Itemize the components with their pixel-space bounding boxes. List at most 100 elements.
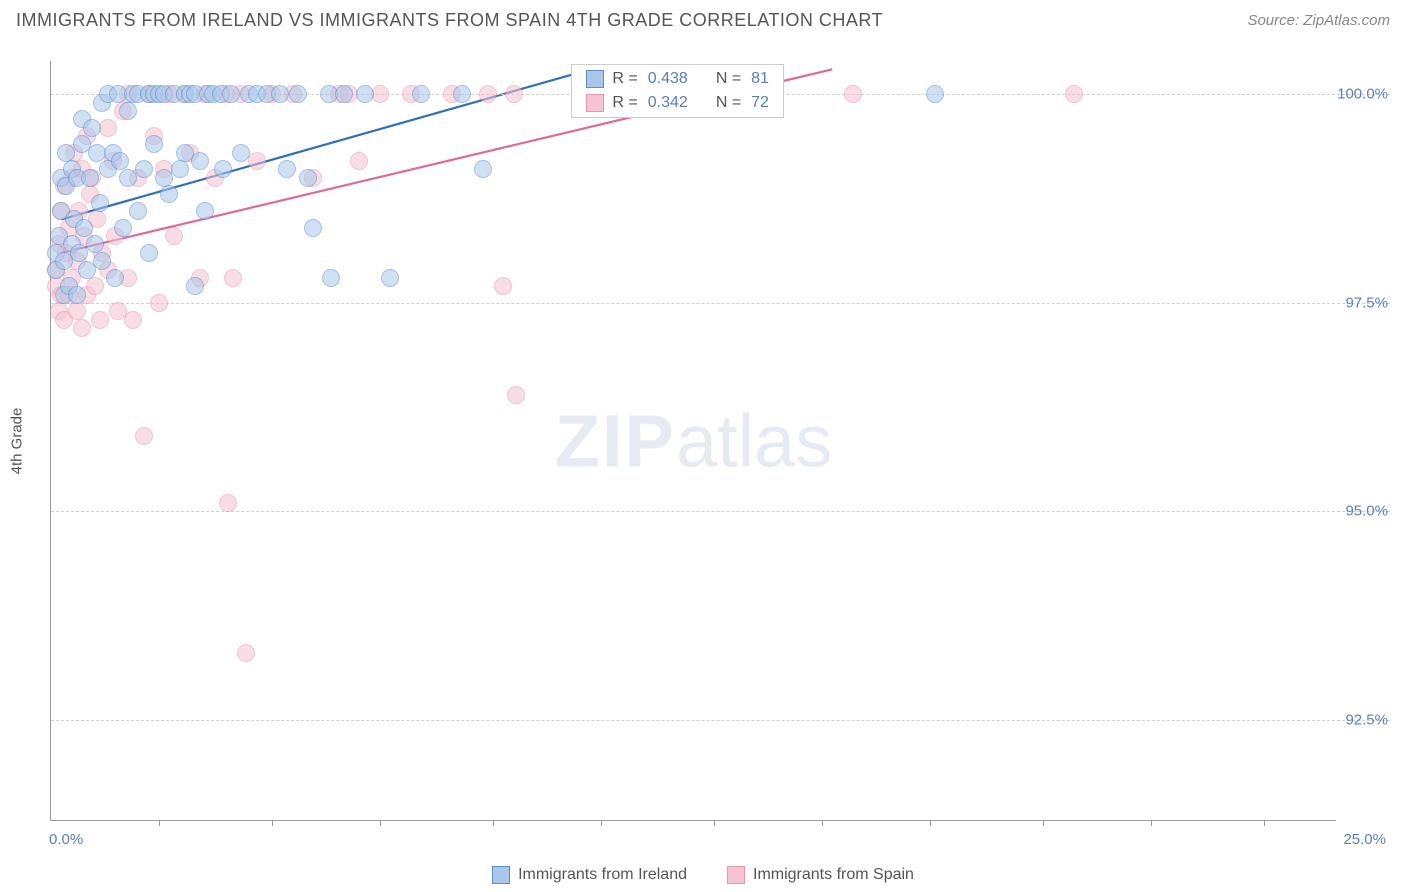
- gridline-h: [51, 303, 1390, 304]
- plot-area: 4th Grade ZIPatlas R = 0.438 N = 81 R = …: [50, 61, 1336, 821]
- scatter-point-ireland: [119, 102, 137, 120]
- scatter-point-spain: [844, 85, 862, 103]
- scatter-point-spain: [219, 494, 237, 512]
- scatter-point-ireland: [68, 286, 86, 304]
- legend-R-label: R =: [612, 70, 637, 88]
- y-tick-label: 92.5%: [1345, 711, 1388, 728]
- scatter-point-spain: [505, 85, 523, 103]
- x-tick: [1264, 820, 1265, 826]
- scatter-point-ireland: [91, 194, 109, 212]
- scatter-point-ireland: [278, 160, 296, 178]
- scatter-point-ireland: [145, 135, 163, 153]
- legend-label-ireland: Immigrants from Ireland: [518, 866, 687, 884]
- scatter-point-ireland: [191, 152, 209, 170]
- scatter-point-ireland: [304, 219, 322, 237]
- legend-R-spain: 0.342: [648, 94, 688, 112]
- y-axis-title: 4th Grade: [9, 407, 26, 474]
- legend-N-ireland: 81: [751, 70, 769, 88]
- scatter-point-ireland: [335, 85, 353, 103]
- y-tick-label: 97.5%: [1345, 294, 1388, 311]
- legend-row-spain: R = 0.342 N = 72: [572, 91, 783, 115]
- scatter-point-spain: [135, 427, 153, 445]
- scatter-point-ireland: [356, 85, 374, 103]
- scatter-point-spain: [224, 269, 242, 287]
- scatter-point-ireland: [453, 85, 471, 103]
- scatter-point-ireland: [289, 85, 307, 103]
- x-axis-label-min: 0.0%: [49, 831, 83, 848]
- scatter-point-spain: [86, 277, 104, 295]
- series-legend: Immigrants from Ireland Immigrants from …: [0, 866, 1406, 884]
- legend-R-label: R =: [612, 94, 637, 112]
- scatter-point-ireland: [86, 235, 104, 253]
- scatter-point-ireland: [129, 202, 147, 220]
- scatter-point-ireland: [114, 219, 132, 237]
- scatter-point-spain: [91, 311, 109, 329]
- scatter-point-spain: [350, 152, 368, 170]
- x-tick: [380, 820, 381, 826]
- scatter-point-ireland: [75, 219, 93, 237]
- scatter-point-ireland: [222, 85, 240, 103]
- x-tick: [714, 820, 715, 826]
- scatter-point-spain: [68, 302, 86, 320]
- scatter-point-ireland: [474, 160, 492, 178]
- y-tick-label: 95.0%: [1345, 503, 1388, 520]
- x-tick: [272, 820, 273, 826]
- x-tick: [601, 820, 602, 826]
- scatter-point-ireland: [412, 85, 430, 103]
- scatter-point-spain: [150, 294, 168, 312]
- scatter-point-ireland: [232, 144, 250, 162]
- correlation-legend: R = 0.438 N = 81 R = 0.342 N = 72: [571, 64, 784, 118]
- legend-square-spain-bottom: [727, 866, 745, 884]
- legend-R-ireland: 0.438: [648, 70, 688, 88]
- watermark-zip: ZIP: [555, 399, 676, 482]
- scatter-point-ireland: [381, 269, 399, 287]
- legend-label-spain: Immigrants from Spain: [753, 866, 914, 884]
- scatter-point-spain: [479, 85, 497, 103]
- scatter-point-ireland: [81, 169, 99, 187]
- legend-item-spain: Immigrants from Spain: [727, 866, 914, 884]
- scatter-point-spain: [237, 644, 255, 662]
- chart-title: IMMIGRANTS FROM IRELAND VS IMMIGRANTS FR…: [16, 10, 883, 31]
- trend-lines-svg: [51, 61, 1336, 820]
- gridline-h: [51, 511, 1390, 512]
- scatter-point-ireland: [160, 185, 178, 203]
- chart-header: IMMIGRANTS FROM IRELAND VS IMMIGRANTS FR…: [0, 0, 1406, 37]
- x-tick: [493, 820, 494, 826]
- chart-container: 4th Grade ZIPatlas R = 0.438 N = 81 R = …: [50, 41, 1390, 831]
- scatter-point-spain: [73, 319, 91, 337]
- legend-square-ireland: [586, 70, 604, 88]
- gridline-h: [51, 720, 1390, 721]
- scatter-point-ireland: [186, 277, 204, 295]
- x-tick: [159, 820, 160, 826]
- scatter-point-spain: [1065, 85, 1083, 103]
- x-tick: [822, 820, 823, 826]
- scatter-point-ireland: [135, 160, 153, 178]
- watermark-atlas: atlas: [676, 399, 832, 482]
- x-tick: [1043, 820, 1044, 826]
- scatter-point-ireland: [83, 119, 101, 137]
- watermark: ZIPatlas: [555, 398, 832, 483]
- scatter-point-ireland: [271, 85, 289, 103]
- legend-N-label: N =: [716, 70, 741, 88]
- scatter-point-spain: [124, 311, 142, 329]
- scatter-point-ireland: [926, 85, 944, 103]
- x-tick: [930, 820, 931, 826]
- legend-row-ireland: R = 0.438 N = 81: [572, 67, 783, 91]
- scatter-point-ireland: [322, 269, 340, 287]
- scatter-point-ireland: [171, 160, 189, 178]
- x-axis-label-max: 25.0%: [1343, 831, 1386, 848]
- scatter-point-ireland: [299, 169, 317, 187]
- scatter-point-ireland: [111, 152, 129, 170]
- legend-square-ireland-bottom: [492, 866, 510, 884]
- scatter-point-spain: [507, 386, 525, 404]
- scatter-point-spain: [99, 119, 117, 137]
- scatter-point-spain: [371, 85, 389, 103]
- scatter-point-ireland: [196, 202, 214, 220]
- scatter-point-ireland: [106, 269, 124, 287]
- scatter-point-spain: [165, 227, 183, 245]
- y-tick-label: 100.0%: [1337, 86, 1388, 103]
- scatter-point-spain: [494, 277, 512, 295]
- source-attribution: Source: ZipAtlas.com: [1247, 12, 1390, 29]
- x-tick: [1151, 820, 1152, 826]
- scatter-point-ireland: [93, 252, 111, 270]
